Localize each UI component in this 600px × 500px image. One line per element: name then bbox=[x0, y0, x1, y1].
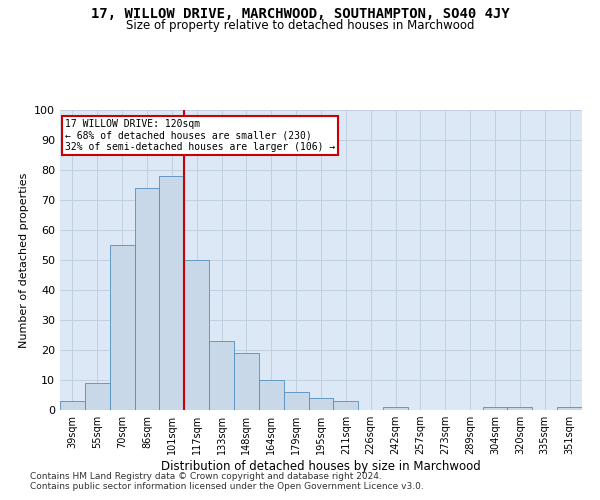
Bar bbox=[60, 401, 85, 410]
Bar bbox=[110, 245, 134, 410]
Bar bbox=[134, 188, 160, 410]
Bar bbox=[557, 407, 582, 410]
X-axis label: Distribution of detached houses by size in Marchwood: Distribution of detached houses by size … bbox=[161, 460, 481, 473]
Bar bbox=[284, 392, 308, 410]
Bar bbox=[234, 353, 259, 410]
Text: 17 WILLOW DRIVE: 120sqm
← 68% of detached houses are smaller (230)
32% of semi-d: 17 WILLOW DRIVE: 120sqm ← 68% of detache… bbox=[65, 119, 335, 152]
Bar bbox=[160, 176, 184, 410]
Bar bbox=[308, 398, 334, 410]
Bar bbox=[383, 407, 408, 410]
Bar bbox=[209, 341, 234, 410]
Y-axis label: Number of detached properties: Number of detached properties bbox=[19, 172, 29, 348]
Bar bbox=[85, 383, 110, 410]
Bar bbox=[184, 260, 209, 410]
Bar bbox=[482, 407, 508, 410]
Text: Contains HM Land Registry data © Crown copyright and database right 2024.: Contains HM Land Registry data © Crown c… bbox=[30, 472, 382, 481]
Text: Contains public sector information licensed under the Open Government Licence v3: Contains public sector information licen… bbox=[30, 482, 424, 491]
Bar bbox=[334, 401, 358, 410]
Text: Size of property relative to detached houses in Marchwood: Size of property relative to detached ho… bbox=[126, 19, 474, 32]
Bar bbox=[259, 380, 284, 410]
Text: 17, WILLOW DRIVE, MARCHWOOD, SOUTHAMPTON, SO40 4JY: 17, WILLOW DRIVE, MARCHWOOD, SOUTHAMPTON… bbox=[91, 8, 509, 22]
Bar bbox=[508, 407, 532, 410]
